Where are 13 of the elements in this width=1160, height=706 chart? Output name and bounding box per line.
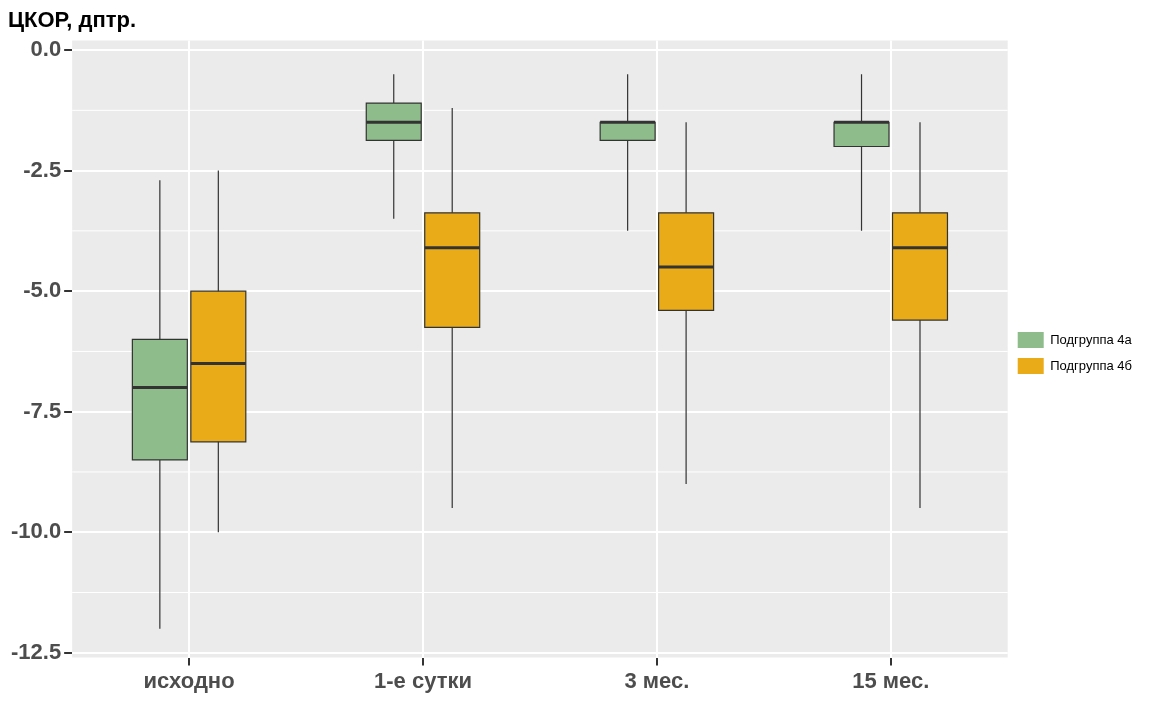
y-tick-label: -10.0 (10, 518, 62, 544)
legend-label: Подгруппа 4б (1050, 357, 1132, 373)
y-tick-label: -7.5 (23, 397, 62, 423)
y-tick-label: -2.5 (23, 156, 62, 182)
legend-label: Подгруппа 4а (1050, 331, 1133, 347)
y-tick-label: -5.0 (23, 277, 62, 303)
y-tick-label: 0.0 (30, 36, 62, 62)
x-tick-label: исходно (143, 667, 235, 693)
chart-title: ЦКОР, дптр. (8, 7, 137, 33)
y-tick-label: -12.5 (10, 638, 62, 664)
x-tick-label: 1-е сутки (373, 667, 472, 693)
x-tick-label: 3 мес. (624, 667, 690, 693)
x-tick-label: 15 мес. (852, 667, 930, 693)
